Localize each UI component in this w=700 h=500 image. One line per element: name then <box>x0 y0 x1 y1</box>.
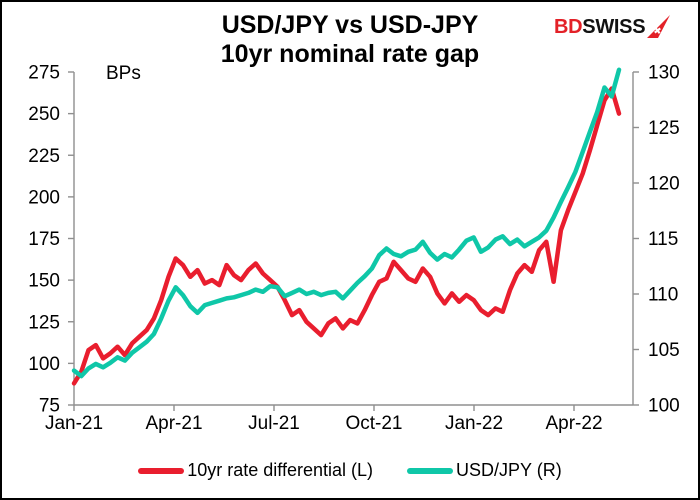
left-axis-tick-label: 250 <box>28 104 60 125</box>
legend-item-usdjpy: USD/JPY (R) <box>407 460 562 481</box>
legend-swatch-teal <box>407 467 454 474</box>
x-axis-tick-label: Jan-21 <box>45 413 103 434</box>
x-axis-tick-label: Jul-21 <box>248 413 300 434</box>
right-axis-tick-label: 125 <box>648 118 680 139</box>
left-axis-tick-label: 150 <box>28 271 60 292</box>
right-axis-tick-label: 130 <box>648 63 680 84</box>
legend-label-rate-differential: 10yr rate differential (L) <box>187 460 374 480</box>
left-axis-tick-label: 225 <box>28 146 60 167</box>
right-axis-tick-label: 105 <box>648 340 680 361</box>
legend-label-usdjpy: USD/JPY (R) <box>456 460 562 480</box>
chart-legend: 10yr rate differential (L) USD/JPY (R) <box>2 460 698 481</box>
left-axis-unit-label: BPs <box>106 63 141 84</box>
legend-swatch-red <box>138 467 185 474</box>
x-axis-tick-label: Oct-21 <box>345 413 402 434</box>
chart-title-line1: USD/JPY vs USD-JPY <box>221 11 479 39</box>
series-line-rate-differential <box>71 86 622 386</box>
right-axis-tick-label: 120 <box>648 174 680 195</box>
series-line-usdjpy <box>71 67 622 379</box>
arrow-shape <box>647 14 671 38</box>
x-axis-tick-label: Jan-22 <box>445 413 503 434</box>
logo-text-swiss: SWISS <box>582 16 646 38</box>
swiss-cross-icon <box>654 26 662 34</box>
right-axis-tick-label: 115 <box>648 229 678 250</box>
bdswiss-arrow-icon <box>647 14 671 38</box>
chart-title-line2: 10yr nominal rate gap <box>220 40 480 68</box>
left-axis-tick-label: 175 <box>28 229 60 250</box>
chart-title: USD/JPY vs USD-JPY 10yr nominal rate gap <box>2 11 698 69</box>
x-axis-tick-label: Apr-21 <box>145 413 202 434</box>
left-axis-tick-label: 275 <box>28 63 60 84</box>
bdswiss-logo: BD SWISS <box>554 14 671 39</box>
legend-item-rate-differential: 10yr rate differential (L) <box>138 460 373 481</box>
left-axis-tick-label: 200 <box>28 187 60 208</box>
left-axis-tick-label: 125 <box>28 312 60 333</box>
right-axis-tick-label: 110 <box>648 285 678 306</box>
logo-text-bd: BD <box>554 16 583 38</box>
right-axis-tick-label: 100 <box>648 396 680 417</box>
x-axis-tick-label: Apr-22 <box>545 413 602 434</box>
left-axis-tick-label: 75 <box>39 396 60 417</box>
left-axis-tick-label: 100 <box>28 354 60 375</box>
